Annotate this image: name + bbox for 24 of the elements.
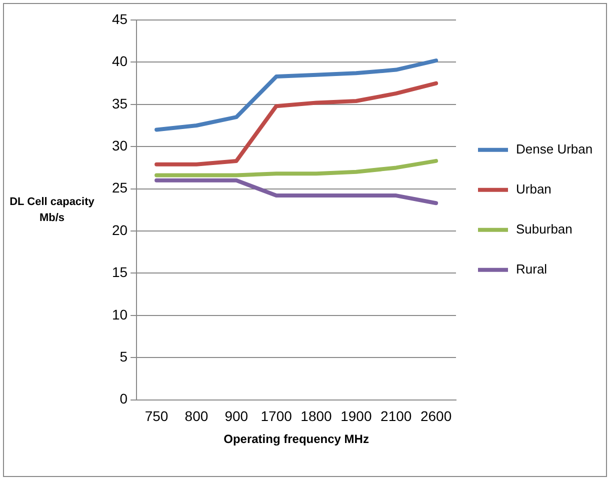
y-tick-label: 20 bbox=[112, 222, 128, 238]
x-tick-label: 1700 bbox=[260, 408, 292, 424]
y-tick-label: 15 bbox=[112, 264, 128, 280]
y-tick-label: 10 bbox=[112, 306, 128, 322]
legend-label: Dense Urban bbox=[516, 141, 593, 156]
y-tick-label: 40 bbox=[112, 53, 128, 70]
y-tick-label: 0 bbox=[120, 390, 128, 407]
legend-label: Rural bbox=[516, 261, 548, 276]
legend-label: Suburban bbox=[516, 221, 572, 236]
y-axis-title: DL Cell capacity Mb/s bbox=[10, 196, 96, 224]
legend-label: Urban bbox=[516, 181, 552, 196]
y-tick-label: 45 bbox=[112, 10, 128, 27]
x-tick-label: 1800 bbox=[300, 408, 332, 424]
x-tick-label: 1900 bbox=[340, 408, 372, 424]
y-tick-label: 5 bbox=[120, 348, 128, 364]
x-tick-label: 800 bbox=[184, 408, 208, 424]
x-axis-title: Operating frequency MHz bbox=[224, 432, 369, 446]
x-tick-label: 2600 bbox=[420, 408, 452, 424]
y-tick-label: 35 bbox=[112, 95, 128, 112]
x-tick-label: 2100 bbox=[380, 408, 412, 424]
y-tick-label: 30 bbox=[112, 137, 128, 154]
y-tick-label: 25 bbox=[112, 180, 128, 196]
x-tick-label: 750 bbox=[144, 408, 168, 424]
x-tick-label: 900 bbox=[224, 408, 248, 424]
